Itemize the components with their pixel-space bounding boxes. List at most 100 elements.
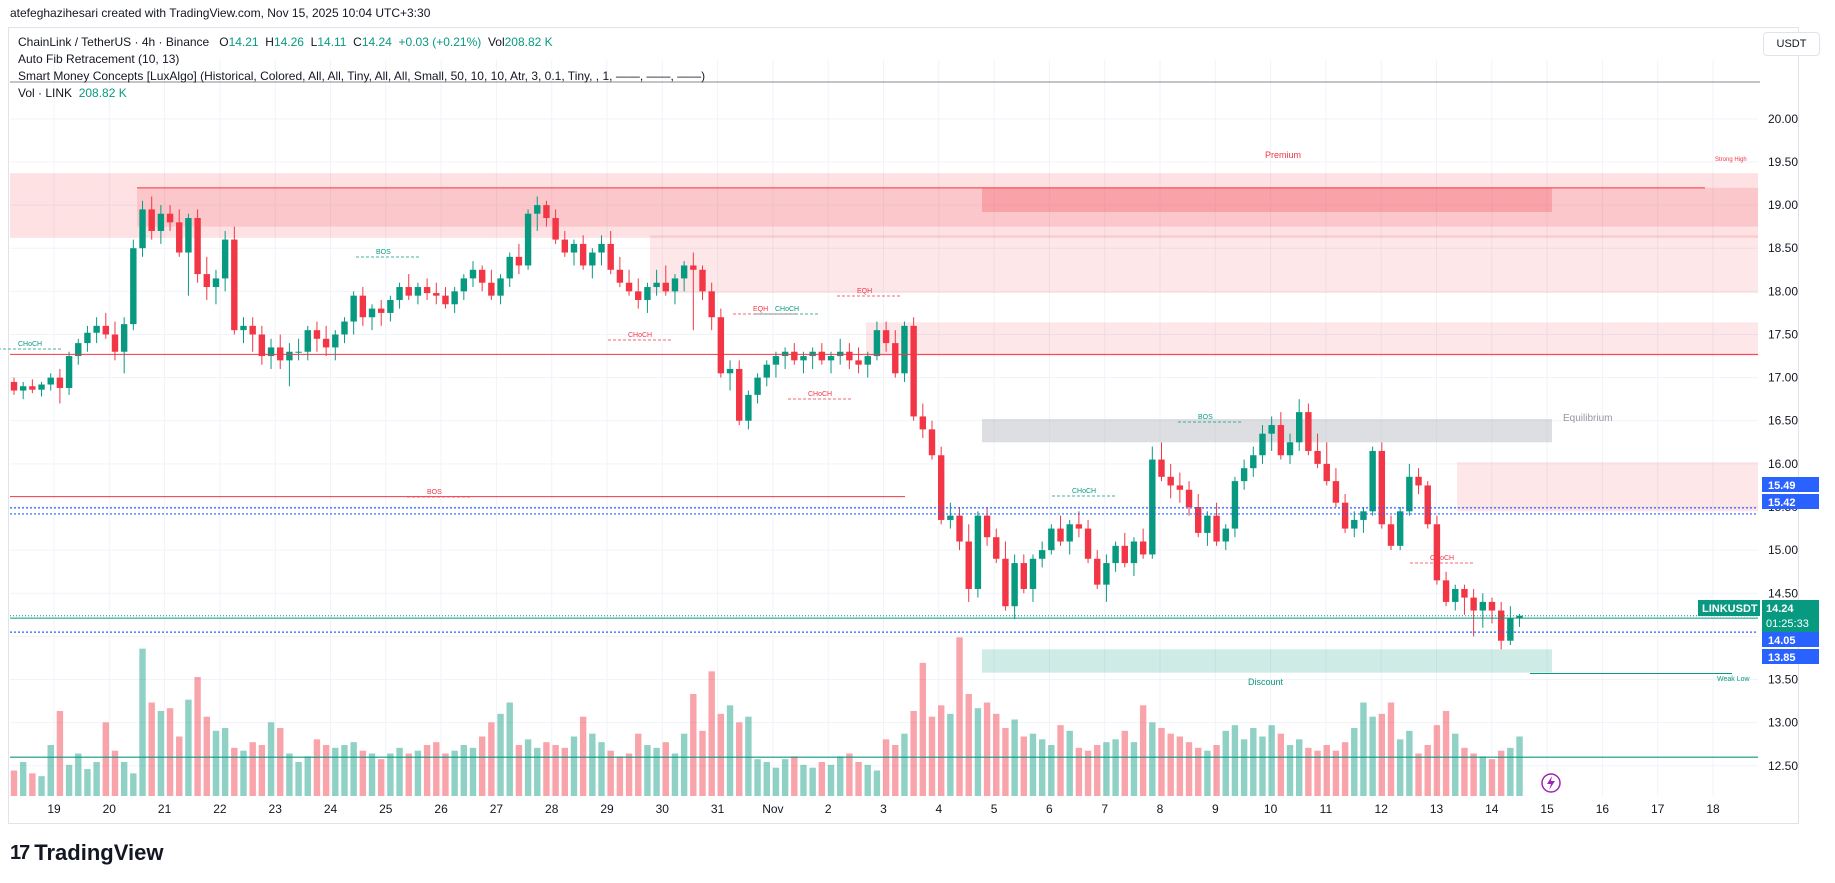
candle-body	[598, 243, 605, 253]
candle-body	[736, 368, 743, 421]
volume-bar	[699, 730, 706, 796]
volume-bar	[111, 750, 119, 796]
linkusdt-label-bg	[1698, 600, 1760, 616]
volume-bar	[956, 637, 963, 796]
volume-bar	[910, 711, 917, 796]
candle-body	[322, 338, 330, 348]
volume-bar	[1415, 753, 1422, 796]
tradingview-logo[interactable]: 17 TradingView	[10, 840, 163, 866]
candle-body	[1167, 476, 1174, 486]
candle-body	[387, 299, 394, 313]
candle-body	[1323, 463, 1330, 482]
candle-body	[1213, 515, 1220, 542]
lightning-icon[interactable]	[1541, 773, 1561, 793]
volume-bar	[543, 742, 550, 796]
volume-bar	[983, 702, 991, 796]
candle-body	[1479, 601, 1486, 611]
candle-body	[607, 243, 614, 270]
candle-body	[1176, 485, 1184, 490]
candle-body	[130, 248, 137, 325]
line-layer	[10, 187, 1758, 758]
candle-body	[515, 256, 523, 266]
volume-bar	[1084, 750, 1092, 796]
fib-tag-3: 14.05	[1768, 635, 1796, 647]
linkusdt-label: LINKUSDT	[1702, 603, 1758, 615]
candle-body	[405, 287, 412, 296]
volume-bar	[1396, 739, 1404, 796]
tradingview-brand: TradingView	[34, 840, 164, 865]
candle-body	[662, 282, 669, 292]
candle-body	[993, 537, 1000, 559]
volume-bar	[763, 762, 770, 796]
indicator-fib[interactable]: Auto Fib Retracement (10, 13)	[18, 52, 180, 66]
candle-body	[286, 351, 293, 361]
x-tick-label: 12	[1375, 802, 1389, 816]
currency-button[interactable]: USDT	[1763, 32, 1820, 56]
volume-bar	[304, 756, 311, 796]
volume-bar	[901, 733, 908, 796]
volume-bar	[75, 753, 82, 796]
volume-bar	[754, 759, 761, 796]
volume-bar	[974, 708, 982, 796]
volume-bar	[791, 756, 798, 796]
close-value: 14.24	[361, 35, 392, 49]
candle-body	[433, 293, 440, 296]
candle-body	[818, 351, 826, 361]
candle-body	[873, 330, 881, 357]
volume-bar	[1185, 742, 1193, 796]
volume-bar	[1461, 747, 1468, 796]
candle-body	[846, 351, 853, 361]
volume-bar	[1332, 750, 1340, 796]
candle-body	[1369, 450, 1376, 512]
volume-bar	[726, 705, 734, 796]
volume-bar	[1323, 745, 1330, 796]
volume-bar	[47, 745, 54, 796]
structure-label: CHoCH	[1430, 555, 1454, 562]
volume-bar	[1057, 725, 1064, 796]
indicator-smc[interactable]: Smart Money Concepts [LuxAlgo] (Historic…	[18, 69, 706, 83]
volume-bar	[680, 733, 688, 796]
structure-label: EQH	[857, 288, 872, 295]
chart-legend: ChainLink / TetherUS · 4h · Binance O14.…	[18, 34, 705, 102]
candle-body	[267, 347, 275, 357]
strong-high-label: Strong High	[1715, 157, 1747, 163]
volume-bar	[194, 677, 201, 796]
volume-bar	[1378, 713, 1386, 796]
candle-body	[653, 282, 660, 288]
premium-label: Premium	[1265, 150, 1301, 160]
x-tick-label: 6	[1046, 802, 1053, 816]
candle-body	[644, 287, 651, 300]
high-value: 14.26	[273, 35, 304, 49]
symbol-name[interactable]: ChainLink / TetherUS · 4h · Binance	[18, 35, 210, 49]
structure-label: EQH	[753, 306, 768, 313]
chart-caption: atefeghazihesari created with TradingVie…	[10, 6, 431, 20]
candle-body	[65, 356, 73, 388]
candle-body	[937, 455, 945, 520]
candle-body	[56, 377, 64, 388]
volume-bar	[1479, 756, 1486, 796]
supply-block-4	[866, 322, 1758, 357]
candle-body	[185, 218, 192, 253]
volume-bar	[1240, 739, 1248, 796]
fib-tag-1-bg	[1762, 477, 1819, 492]
volume-bar	[928, 716, 936, 796]
candle-body	[827, 356, 835, 361]
candle-body	[1442, 580, 1450, 602]
weak-low-label: Weak Low	[1717, 676, 1750, 683]
volume-bar	[359, 750, 367, 796]
candle-body	[965, 541, 972, 589]
chart-frame	[8, 27, 1799, 824]
candle-body	[974, 515, 982, 589]
volume-legend[interactable]: Vol · LINK 208.82 K	[18, 86, 127, 100]
volume-bar	[350, 742, 357, 796]
volume-bar	[102, 722, 109, 796]
candle-body	[313, 330, 321, 339]
candle-body	[1084, 528, 1092, 559]
volume-bar	[1103, 742, 1110, 796]
candle-body	[1268, 425, 1275, 434]
volume-bar	[166, 708, 174, 796]
candle-body	[1286, 442, 1294, 456]
volume-bar	[130, 773, 137, 796]
ohlc-row: ChainLink / TetherUS · 4h · Binance O14.…	[18, 35, 553, 49]
